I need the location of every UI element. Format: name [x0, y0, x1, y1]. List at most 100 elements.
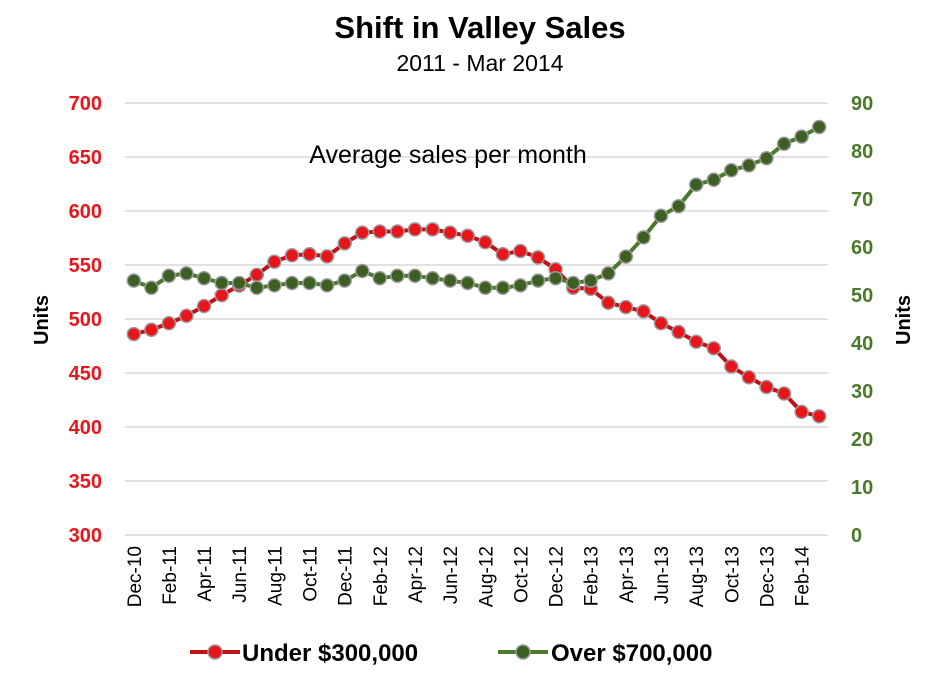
left-tick-label: 350 — [69, 471, 102, 493]
x-tick-label: Dec-13 — [757, 546, 778, 607]
data-point-over-700k — [460, 275, 475, 291]
left-tick-label: 300 — [69, 525, 102, 547]
data-point-under-300k — [811, 408, 827, 424]
x-tick-label: Oct-13 — [722, 546, 743, 603]
data-point-under-300k — [495, 246, 511, 262]
right-tick-label: 70 — [851, 189, 873, 211]
data-point-under-300k — [460, 228, 475, 244]
legend-label-under-300k: Under $300,000 — [242, 640, 418, 667]
x-tick-label: Apr-13 — [617, 546, 638, 603]
data-point-over-700k — [548, 270, 563, 286]
data-point-over-700k — [249, 280, 265, 296]
x-tick-label: Aug-11 — [265, 546, 286, 606]
series-line-under-300k — [133, 227, 820, 419]
data-point-over-700k — [653, 208, 669, 224]
data-point-under-300k — [618, 299, 634, 315]
data-point-over-700k — [179, 266, 194, 281]
x-tick-label: Feb-13 — [582, 546, 603, 606]
data-point-over-700k — [618, 249, 634, 264]
data-point-under-300k — [671, 324, 686, 340]
legend-item-over-700k: Over $700,000 — [498, 640, 712, 667]
right-axis-label: Units — [893, 295, 915, 345]
left-tick-label: 450 — [69, 363, 102, 385]
data-point-over-700k — [319, 278, 335, 293]
data-point-under-300k — [319, 249, 335, 264]
right-tick-label: 20 — [851, 429, 873, 451]
data-point-under-300k — [161, 316, 177, 331]
left-tick-label: 650 — [69, 147, 102, 169]
legend-label-over-700k: Over $700,000 — [551, 640, 712, 667]
x-tick-label: Jun-11 — [230, 546, 251, 603]
legend: Under $300,000 Over $700,000 — [190, 640, 712, 667]
data-point-over-700k — [478, 280, 493, 296]
series-layer — [126, 119, 827, 424]
x-tick-label: Dec-11 — [336, 546, 357, 606]
data-point-under-300k — [302, 246, 317, 262]
data-point-under-300k — [284, 248, 300, 263]
data-point-over-700k — [759, 150, 774, 166]
right-tick-label: 0 — [851, 525, 862, 547]
data-point-over-700k — [407, 268, 423, 284]
data-point-over-700k — [126, 273, 142, 288]
data-point-over-700k — [741, 158, 757, 173]
data-point-under-300k — [741, 370, 757, 385]
data-point-under-300k — [126, 326, 142, 342]
data-point-over-700k — [390, 268, 405, 284]
data-point-under-300k — [372, 224, 388, 239]
x-tick-label: Aug-13 — [687, 546, 708, 607]
right-tick-label: 50 — [851, 285, 873, 307]
data-point-over-700k — [688, 177, 704, 192]
data-point-over-700k — [811, 119, 827, 135]
series-over-700k — [126, 119, 827, 296]
data-point-under-300k — [249, 267, 265, 282]
x-tick-label: Aug-12 — [476, 546, 497, 607]
series-under-300k — [126, 222, 827, 424]
data-point-under-300k — [196, 298, 212, 314]
data-point-over-700k — [776, 136, 792, 152]
right-tick-label: 90 — [851, 93, 873, 115]
data-point-over-700k — [671, 198, 686, 214]
data-point-over-700k — [372, 270, 388, 286]
data-point-over-700k — [196, 270, 212, 286]
x-tick-label: Feb-12 — [371, 546, 392, 606]
legend-item-under-300k: Under $300,000 — [190, 640, 418, 667]
data-point-over-700k — [794, 129, 809, 144]
data-point-over-700k — [495, 280, 511, 296]
data-point-over-700k — [267, 278, 282, 293]
x-tick-label: Dec-10 — [125, 546, 146, 607]
data-point-under-300k — [407, 222, 423, 237]
right-axis-ticks: 0 10 20 30 40 50 60 70 80 90 — [851, 93, 873, 547]
data-point-under-300k — [337, 236, 352, 251]
x-tick-label: Feb-11 — [160, 546, 181, 605]
left-tick-label: 600 — [69, 201, 102, 223]
data-point-over-700k — [565, 275, 581, 291]
x-tick-label: Oct-12 — [511, 546, 532, 603]
data-point-under-300k — [355, 225, 370, 240]
left-tick-label: 700 — [69, 93, 102, 115]
data-point-over-700k — [724, 162, 739, 178]
left-tick-label: 500 — [69, 309, 102, 331]
data-point-over-700k — [425, 270, 440, 286]
data-point-under-300k — [688, 334, 704, 349]
data-point-over-700k — [231, 275, 247, 291]
data-point-under-300k — [776, 386, 792, 401]
x-tick-label: Oct-11 — [301, 546, 322, 602]
data-point-over-700k — [636, 230, 651, 245]
right-tick-label: 60 — [851, 237, 873, 259]
right-tick-label: 80 — [851, 141, 873, 163]
left-tick-label: 400 — [69, 417, 102, 439]
data-point-over-700k — [161, 268, 177, 284]
x-tick-label: Dec-12 — [547, 546, 568, 607]
data-point-under-300k — [636, 304, 651, 319]
data-point-over-700k — [583, 273, 598, 288]
right-tick-label: 30 — [851, 381, 873, 403]
data-point-under-300k — [513, 243, 528, 259]
x-axis-ticks: Dec-10 Feb-11 Apr-11 Jun-11 Aug-11 Oct-11 Dec-… — [125, 546, 814, 608]
data-point-under-300k — [794, 404, 809, 420]
data-point-over-700k — [284, 275, 300, 291]
data-point-under-300k — [144, 322, 159, 338]
data-point-under-300k — [653, 316, 669, 331]
data-point-under-300k — [759, 379, 774, 395]
data-point-under-300k — [706, 340, 722, 356]
